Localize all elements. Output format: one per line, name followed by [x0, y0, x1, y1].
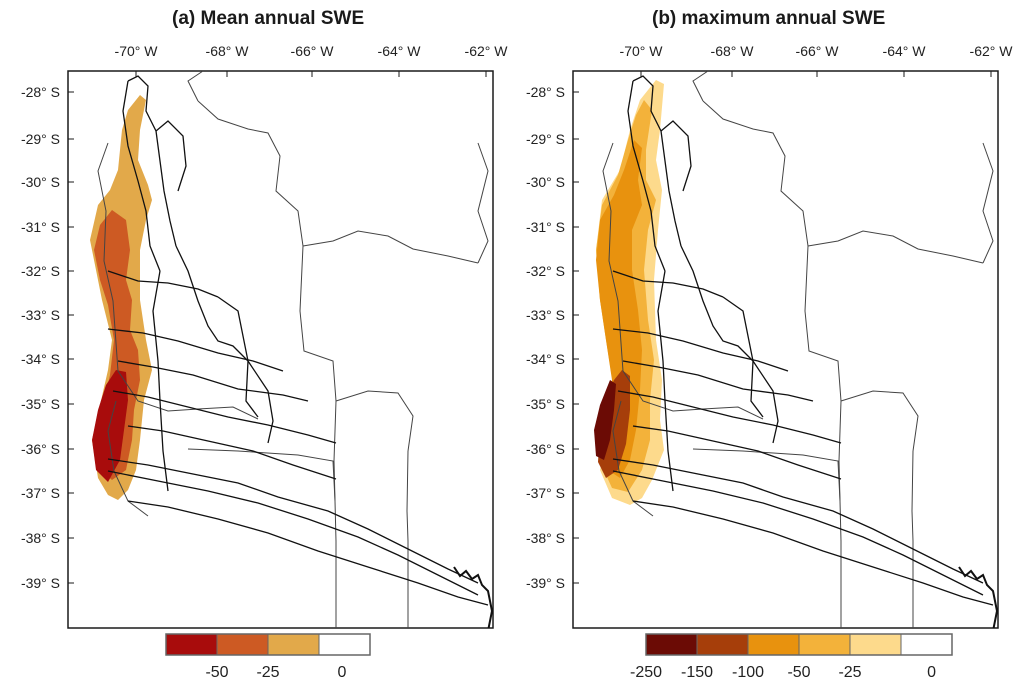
lon-label-a-4: -62° W: [465, 43, 509, 59]
lat-label-b-2: -30° S: [526, 174, 565, 190]
lat-label-b-4: -32° S: [526, 263, 565, 279]
axis-ticks: -70° W -68° W -66° W -64° W -62° W -28° S -29°…: [21, 43, 1013, 591]
legendB-label-1: -150: [681, 664, 713, 681]
lat-label-a-0: -28° S: [21, 84, 60, 100]
panel-b-title: (b) maximum annual SWE: [652, 8, 886, 29]
lon-label-b-0: -70° W: [620, 43, 664, 59]
legendA-swatch-1: [216, 633, 269, 656]
panel-b-swe-b250: [594, 380, 616, 460]
legendA-label-0: -50: [205, 664, 228, 681]
legendB-label-5: 0: [927, 664, 936, 681]
lat-label-a-2: -30° S: [21, 174, 60, 190]
legendA-label-2: 0: [337, 664, 346, 681]
legendB-label-3: -50: [787, 664, 810, 681]
lat-label-a-8: -36° S: [21, 441, 60, 457]
lat-label-a-9: -37° S: [21, 485, 60, 501]
lon-label-a-1: -68° W: [206, 43, 250, 59]
legendB-label-0: -250: [630, 664, 662, 681]
lon-label-a-3: -64° W: [378, 43, 422, 59]
lat-label-b-9: -37° S: [526, 485, 565, 501]
panel-a-map: [67, 70, 494, 629]
legendB-swatch-1: [696, 633, 749, 656]
lon-label-b-4: -62° W: [970, 43, 1014, 59]
legendA-swatch-3: [318, 633, 371, 656]
legendA-outline: [165, 633, 371, 656]
legendB-swatch-5: [900, 633, 953, 656]
lat-label-a-3: -31° S: [21, 219, 60, 235]
legendB-swatch-2: [747, 633, 800, 656]
lat-label-a-6: -34° S: [21, 351, 60, 367]
lon-label-a-2: -66° W: [291, 43, 335, 59]
lat-label-a-7: -35° S: [21, 396, 60, 412]
legendA-swatch-0: [165, 633, 218, 656]
lon-label-a-0: -70° W: [115, 43, 159, 59]
lat-label-a-10: -38° S: [21, 530, 60, 546]
lon-label-b-2: -66° W: [796, 43, 840, 59]
legendB-label-2: -100: [732, 664, 764, 681]
legendA-label-1: -25: [256, 664, 279, 681]
lat-label-b-5: -33° S: [526, 307, 565, 323]
legendB-label-4: -25: [838, 664, 861, 681]
lat-label-b-8: -36° S: [526, 441, 565, 457]
legendB-swatch-3: [798, 633, 851, 656]
panel-a-title: (a) Mean annual SWE: [172, 8, 365, 29]
legendB-swatch-0: [645, 633, 698, 656]
legendB-outline: [645, 633, 953, 656]
panel-b-map: [572, 70, 999, 629]
lon-label-b-3: -64° W: [883, 43, 927, 59]
panel-b-legend: -250 -150 -100 -50 -25 0: [630, 633, 953, 681]
lat-label-a-4: -32° S: [21, 263, 60, 279]
legendB-swatch-4: [849, 633, 902, 656]
lat-label-b-10: -38° S: [526, 530, 565, 546]
lat-label-b-0: -28° S: [526, 84, 565, 100]
lat-label-a-11: -39° S: [21, 575, 60, 591]
lat-label-b-7: -35° S: [526, 396, 565, 412]
legendA-swatch-2: [267, 633, 320, 656]
lat-label-a-5: -33° S: [21, 307, 60, 323]
lat-label-b-1: -29° S: [526, 131, 565, 147]
lat-label-a-1: -29° S: [21, 131, 60, 147]
panel-a-swe-high: [92, 370, 128, 482]
panel-a-legend: -50 -25 0: [165, 633, 371, 681]
lat-label-b-3: -31° S: [526, 219, 565, 235]
lat-label-b-6: -34° S: [526, 351, 565, 367]
lat-label-b-11: -39° S: [526, 575, 565, 591]
lon-label-b-1: -68° W: [711, 43, 755, 59]
